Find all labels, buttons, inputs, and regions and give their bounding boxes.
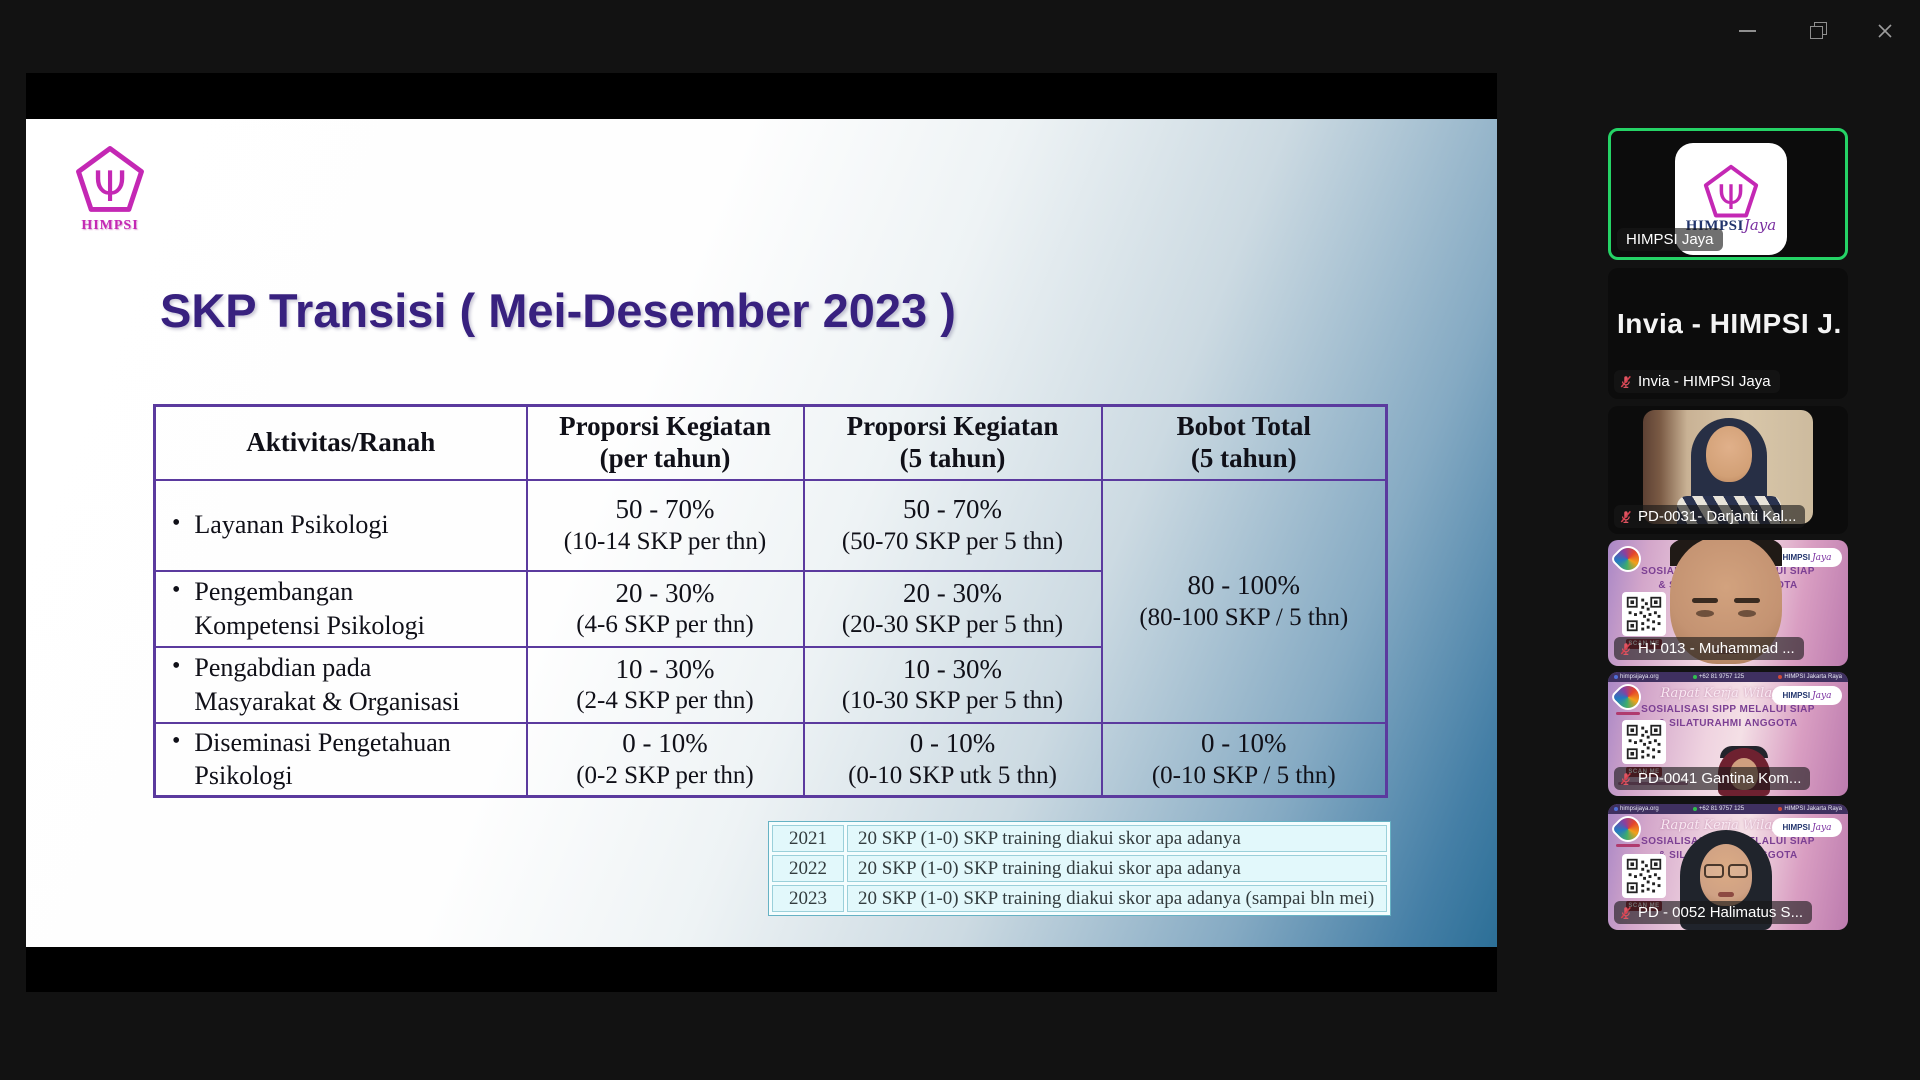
muted-mic-icon xyxy=(1620,906,1632,919)
table-row: • Diseminasi Pengetahuan Psikologi 0 - 10… xyxy=(153,721,1388,798)
year-note-cell: 20 SKP (1-0) SKP training diakui skor ap… xyxy=(847,885,1387,912)
muted-mic-icon xyxy=(1620,510,1632,523)
website-label: himpsijaya.org xyxy=(1614,674,1659,680)
table-row: • Layanan Psikologi 50 - 70% (10-14 SKP p… xyxy=(153,478,1388,724)
table-row: • Pengembangan Kompetensi Psikologi 20 - … xyxy=(153,569,1387,648)
value-cell: 20 - 30% (4-6 SKP per thn) xyxy=(525,569,805,648)
himpsi-jaya-badge: HIMPSI Jaya xyxy=(1772,686,1842,705)
year-cell: 2021 xyxy=(772,825,844,852)
muted-mic-icon xyxy=(1620,375,1632,388)
vb-contact-bar: himpsijaya.org +62 81 9757 125 HIMPSI Ja… xyxy=(1608,672,1848,682)
participant-name-label: PD-0031- Darjanti Kal... xyxy=(1614,505,1806,528)
event-logo xyxy=(1612,813,1644,848)
value-cell: 10 - 30% (10-30 SKP per 5 thn) xyxy=(802,645,1103,724)
value-cell: 10 - 30% (2-4 SKP per thn) xyxy=(525,645,805,724)
participant-name-label: Invia - HIMPSI Jaya xyxy=(1614,370,1780,393)
qr-code xyxy=(1622,720,1666,764)
bullet-icon: • xyxy=(172,510,181,537)
skp-transition-table: Aktivitas/Ranah Proporsi Kegiatan (per ta… xyxy=(153,404,1388,799)
vb-script-title: Rapat Kerja Wilayah xyxy=(1660,818,1796,833)
header-aktivitas: Aktivitas/Ranah xyxy=(153,404,528,481)
participant-name-label: HJ 013 - Muhammad ... xyxy=(1614,637,1804,660)
participant-tile-invia[interactable]: Invia - HIMPSI J... Invia - HIMPSI Jaya xyxy=(1608,268,1848,399)
vb-script-title: Rapat Kerja Wilayah xyxy=(1660,686,1796,701)
participant-big-name: Invia - HIMPSI J... xyxy=(1617,308,1843,339)
muted-mic-icon xyxy=(1620,642,1632,655)
phone-label: +62 81 9757 125 xyxy=(1692,674,1744,680)
skp-year-table: 2021 20 SKP (1-0) SKP training diakui sk… xyxy=(768,821,1391,916)
table-header-row: Aktivitas/Ranah Proporsi Kegiatan (per ta… xyxy=(153,404,1388,481)
participant-tile-halimatus[interactable]: himpsijaya.org +62 81 9757 125 HIMPSI Ja… xyxy=(1608,804,1848,930)
phone-label: +62 81 9757 125 xyxy=(1692,806,1744,812)
eye-shape xyxy=(1738,610,1756,617)
table-row: 2021 20 SKP (1-0) SKP training diakui sk… xyxy=(772,825,1387,852)
year-cell: 2023 xyxy=(772,885,844,912)
value-cell: 50 - 70% (10-14 SKP per thn) xyxy=(525,478,805,572)
value-cell: 0 - 10% (0-10 SKP / 5 thn) xyxy=(1100,721,1388,798)
event-logo xyxy=(1612,543,1644,578)
participant-video-person xyxy=(1666,830,1786,930)
screen-share-region: HIMPSI SKP Transisi ( Mei-Desember 2023 … xyxy=(26,73,1497,992)
participant-tile-darjanti[interactable]: PD-0031- Darjanti Kal... xyxy=(1608,406,1848,534)
himpsi-logo-text: HIMPSI xyxy=(81,218,139,233)
table-row: • Pengabdian pada Masyarakat & Organisasi… xyxy=(153,645,1387,724)
eyebrow-shape xyxy=(1734,598,1760,603)
activity-cell: • Layanan Psikologi xyxy=(153,478,528,572)
value-cell: 0 - 10% (0-2 SKP per thn) xyxy=(525,721,805,798)
participant-tile-himpsi-jaya[interactable]: HIMPSIJaya HIMPSI Jaya xyxy=(1608,128,1848,260)
table-row: 2023 20 SKP (1-0) SKP training diakui sk… xyxy=(772,885,1387,912)
merged-bobot-cell: 80 - 100% (80-100 SKP / 5 thn) xyxy=(1100,478,1388,724)
year-cell: 2022 xyxy=(772,855,844,882)
vb-text-line2: & SILATURAHMI ANGGOTA xyxy=(1658,718,1798,729)
participant-tile-gantina[interactable]: himpsijaya.org +62 81 9757 125 HIMPSI Ja… xyxy=(1608,672,1848,796)
org-label: HIMPSI Jakarta Raya xyxy=(1778,806,1842,812)
year-note-cell: 20 SKP (1-0) SKP training diakui skor ap… xyxy=(847,825,1387,852)
vb-contact-bar: himpsijaya.org +62 81 9757 125 HIMPSI Ja… xyxy=(1608,804,1848,814)
eye-shape xyxy=(1696,610,1714,617)
year-note-cell: 20 SKP (1-0) SKP training diakui skor ap… xyxy=(847,855,1387,882)
org-label: HIMPSI Jakarta Raya xyxy=(1778,674,1842,680)
bullet-icon: • xyxy=(172,727,181,754)
value-cell: 50 - 70% (50-70 SKP per 5 thn) xyxy=(802,478,1103,572)
himpsi-pentagon-psi-icon xyxy=(74,145,146,215)
himpsi-jaya-badge: HIMPSI Jaya xyxy=(1772,818,1842,837)
close-button[interactable] xyxy=(1862,16,1908,46)
qr-code xyxy=(1622,592,1666,636)
value-cell: 20 - 30% (20-30 SKP per 5 thn) xyxy=(802,569,1103,648)
table-row: 2022 20 SKP (1-0) SKP training diakui sk… xyxy=(772,855,1387,882)
himpsi-jaya-badge: HIMPSI Jaya xyxy=(1772,548,1842,567)
activity-cell: • Diseminasi Pengetahuan Psikologi xyxy=(153,721,528,798)
event-logo xyxy=(1612,681,1644,716)
qr-code xyxy=(1622,854,1666,898)
website-label: himpsijaya.org xyxy=(1614,806,1659,812)
participant-name-label: PD-0041 Gantina Kom... xyxy=(1614,767,1811,790)
himpsi-logo: HIMPSI xyxy=(66,145,154,234)
header-bobot-total: Bobot Total (5 tahun) xyxy=(1100,404,1388,481)
close-icon xyxy=(1878,24,1892,38)
bullet-icon: • xyxy=(172,652,181,679)
activity-cell: • Pengabdian pada Masyarakat & Organisasi xyxy=(153,645,528,724)
restore-icon xyxy=(1810,22,1827,39)
eyebrow-shape xyxy=(1692,598,1718,603)
presentation-slide: HIMPSI SKP Transisi ( Mei-Desember 2023 … xyxy=(26,119,1497,947)
minimize-icon xyxy=(1738,30,1756,32)
vb-text-line1: SOSIALISASI SIPP MELALUI SIAP xyxy=(1641,704,1815,715)
minimize-button[interactable] xyxy=(1724,16,1770,46)
value-cell: 0 - 10% (0-10 SKP utk 5 thn) xyxy=(802,721,1103,798)
face-shape xyxy=(1706,426,1752,482)
muted-mic-icon xyxy=(1620,772,1632,785)
slide-title: SKP Transisi ( Mei-Desember 2023 ) xyxy=(160,284,956,337)
restore-button[interactable] xyxy=(1794,16,1840,46)
participant-name-label: HIMPSI Jaya xyxy=(1617,228,1723,251)
header-proporsi-5tahun: Proporsi Kegiatan (5 tahun) xyxy=(802,404,1103,481)
participant-tile-muhammad[interactable]: SOSIALISASI SIPP MELALUI SIAP & SILATURA… xyxy=(1608,540,1848,666)
bullet-icon: • xyxy=(172,576,181,603)
header-proporsi-tahun: Proporsi Kegiatan (per tahun) xyxy=(525,404,805,481)
activity-cell: • Pengembangan Kompetensi Psikologi xyxy=(153,569,528,648)
himpsi-pentagon-psi-icon xyxy=(1703,164,1759,219)
participant-name-label: PD - 0052 Halimatus S... xyxy=(1614,901,1813,924)
